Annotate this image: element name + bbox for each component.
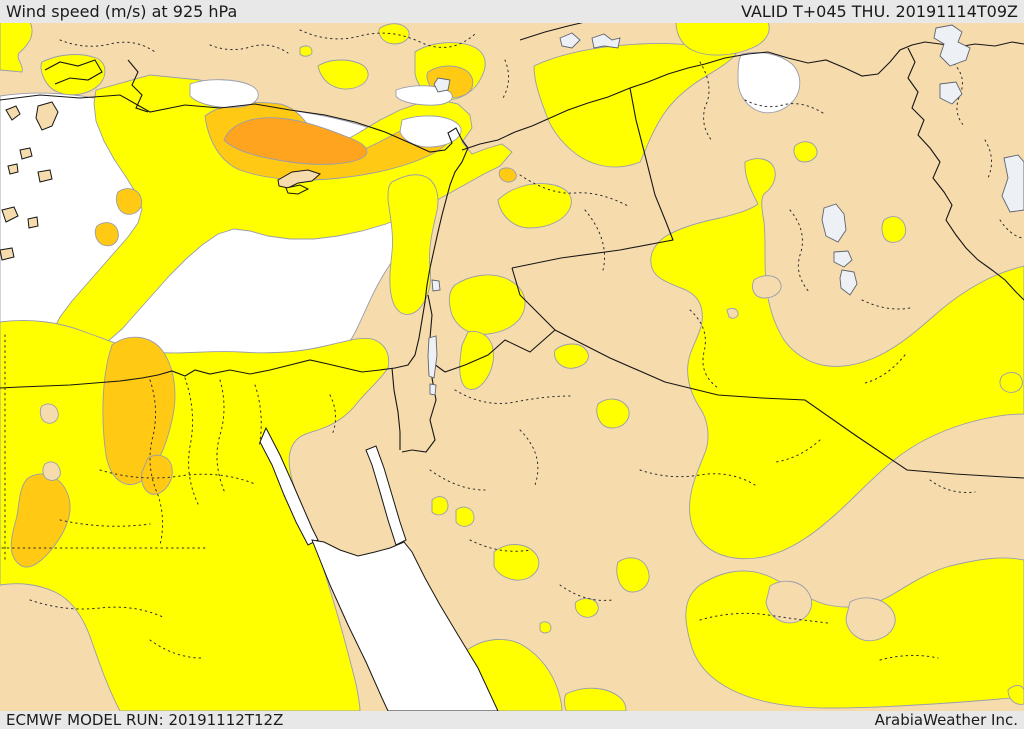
lake-tuz xyxy=(559,32,581,49)
lake-van xyxy=(933,24,971,67)
credit-label: ArabiaWeather Inc. xyxy=(874,711,1018,729)
footer-bar: ECMWF MODEL RUN: 20191112T12Z ArabiaWeat… xyxy=(0,711,1024,729)
egypt-israel-border xyxy=(391,367,401,450)
red-sea-layer xyxy=(259,426,499,712)
lakes-layer xyxy=(427,24,1024,396)
mediterranean-coastline xyxy=(0,94,469,389)
jordan-valley-line xyxy=(401,294,437,453)
dead-sea xyxy=(427,335,438,379)
valid-time-label: VALID T+045 THU. 20191114T09Z xyxy=(741,2,1018,21)
islands-layer xyxy=(0,59,321,261)
map-title: Wind speed (m/s) at 925 hPa xyxy=(6,2,238,21)
iraq-saudi-border xyxy=(554,329,1024,479)
sea-of-galilee xyxy=(431,279,441,292)
iran-border xyxy=(907,47,1024,301)
country-borders-layer xyxy=(0,21,1024,479)
black-sea-coast xyxy=(519,21,586,41)
model-run-label: ECMWF MODEL RUN: 20191112T12Z xyxy=(6,711,284,729)
lake-tharthar xyxy=(821,203,847,243)
turkey-west-coast xyxy=(127,59,149,113)
lake-urmia xyxy=(1001,154,1024,213)
cyprus-island xyxy=(277,169,321,189)
header-bar: Wind speed (m/s) at 925 hPa VALID T+045 … xyxy=(0,0,1024,23)
lake-razzaza xyxy=(839,269,858,296)
admin-borders-layer xyxy=(1,29,1023,661)
jordan-border xyxy=(433,267,556,373)
syria-iraq-border xyxy=(511,87,674,269)
tan-holes-layer xyxy=(39,275,896,642)
wind-level1-layer xyxy=(0,21,1024,712)
wind-level3-layer xyxy=(223,117,368,165)
turkey-south-border xyxy=(461,41,1024,151)
